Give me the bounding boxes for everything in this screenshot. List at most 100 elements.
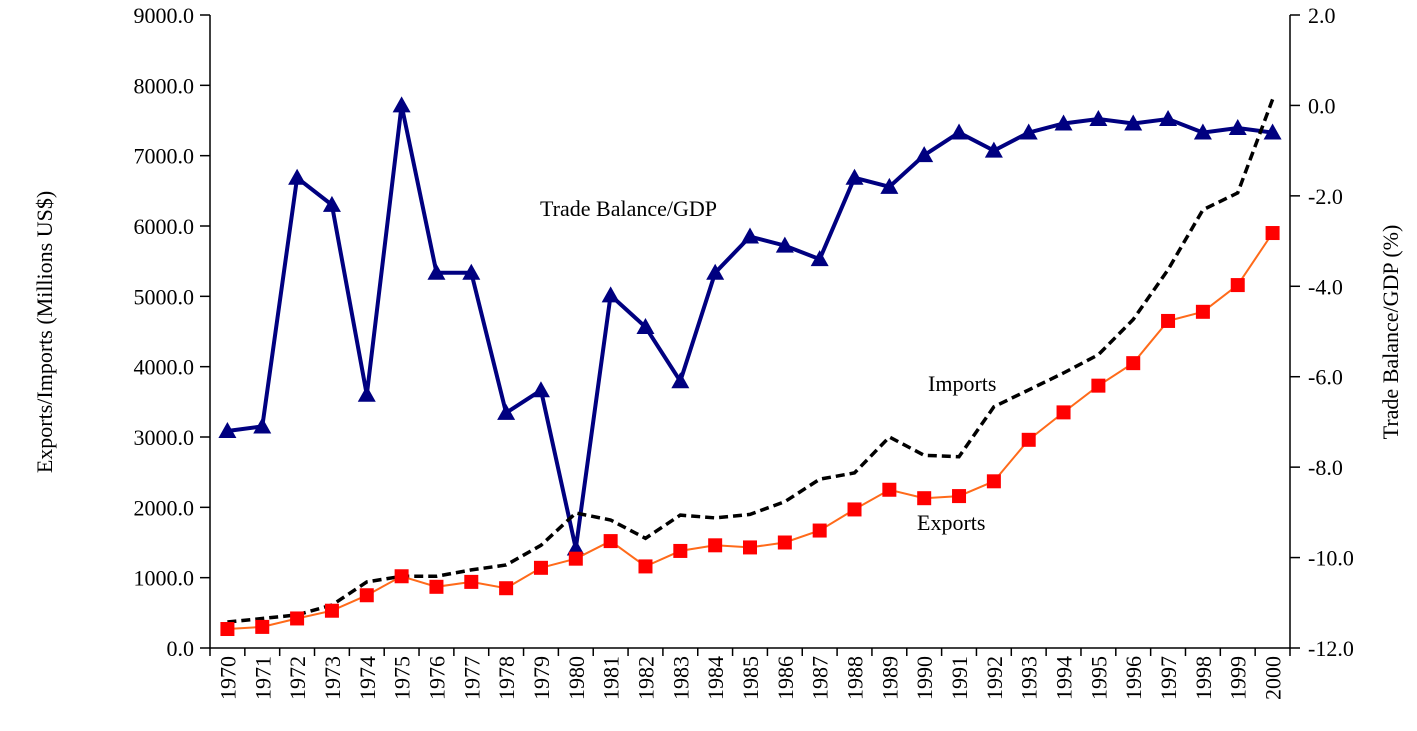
triangle-marker [845, 168, 864, 185]
triangle-marker [357, 385, 376, 402]
square-marker [882, 482, 897, 497]
triangle-marker [253, 417, 272, 434]
triangle-marker [741, 227, 759, 244]
y2-tick-label: -12.0 [1308, 636, 1354, 661]
square-marker [777, 535, 792, 550]
square-marker [429, 579, 444, 594]
square-marker [1195, 304, 1210, 319]
square-marker [290, 611, 305, 626]
triangle-marker [810, 250, 829, 267]
x-tick-label: 1981 [599, 656, 624, 700]
square-marker [1021, 432, 1036, 447]
x-tick-label: 2000 [1261, 656, 1286, 700]
x-tick-label: 1993 [1017, 656, 1042, 700]
square-marker [220, 622, 235, 637]
triangle-marker [984, 141, 1003, 158]
x-tick-label: 1980 [564, 656, 589, 700]
y2-tick-label: 2.0 [1308, 3, 1336, 28]
triangle-marker [601, 286, 620, 303]
square-marker [638, 559, 653, 574]
x-tick-label: 1997 [1156, 656, 1181, 700]
x-tick-label: 1976 [424, 656, 449, 700]
square-marker [255, 619, 270, 634]
y-axis-label: Exports/Imports (Millions US$) [32, 191, 57, 473]
x-tick-label: 1996 [1121, 656, 1146, 700]
y-tick-label: 9000.0 [134, 3, 195, 28]
triangle-marker [566, 539, 585, 556]
x-tick-label: 1979 [529, 656, 554, 700]
triangle-marker [1263, 123, 1282, 140]
square-marker [464, 574, 479, 589]
square-marker [917, 491, 932, 506]
square-marker [1056, 405, 1071, 420]
x-tick-label: 1985 [738, 656, 763, 700]
x-tick-label: 1972 [285, 656, 310, 700]
series-annotation: Exports [917, 510, 985, 535]
triangle-marker [1193, 123, 1212, 140]
triangle-marker [1159, 109, 1178, 126]
y2-tick-label: -2.0 [1308, 184, 1343, 209]
square-marker [603, 534, 618, 549]
square-marker [986, 474, 1001, 489]
square-marker [394, 569, 409, 584]
square-marker [743, 540, 757, 555]
triangle-marker [322, 195, 341, 212]
x-tick-label: 1970 [215, 656, 240, 700]
y-tick-label: 7000.0 [134, 144, 195, 169]
x-tick-label: 1990 [912, 656, 937, 700]
triangle-marker [497, 403, 516, 420]
square-marker [673, 543, 688, 558]
y2-tick-label: -8.0 [1308, 455, 1343, 480]
x-tick-label: 1991 [947, 656, 972, 700]
y-tick-label: 4000.0 [134, 355, 195, 380]
series-annotation: Trade Balance/GDP [540, 196, 717, 221]
square-marker [324, 603, 339, 618]
x-tick-label: 1973 [320, 656, 345, 700]
square-marker [359, 588, 374, 603]
x-tick-label: 1978 [494, 656, 519, 700]
y2-tick-label: -6.0 [1308, 365, 1343, 390]
triangle-marker [427, 263, 446, 280]
y-tick-label: 2000.0 [134, 495, 195, 520]
triangle-marker [775, 236, 794, 253]
triangle-marker [1019, 123, 1038, 140]
x-tick-label: 1974 [355, 656, 380, 700]
square-marker [1126, 356, 1141, 371]
triangle-marker [1228, 119, 1247, 136]
y-tick-label: 1000.0 [134, 566, 195, 591]
triangle-marker [462, 263, 481, 280]
x-tick-label: 1998 [1191, 656, 1216, 700]
square-marker [812, 523, 827, 538]
x-tick-label: 1995 [1086, 656, 1111, 700]
square-marker [533, 560, 548, 575]
y2-axis-label: Trade Balance/GDP (%) [1378, 225, 1403, 440]
x-tick-label: 1987 [808, 656, 833, 700]
x-tick-label: 1986 [773, 656, 798, 700]
triangle-marker [915, 146, 934, 163]
x-tick-label: 1992 [982, 656, 1007, 700]
x-tick-label: 1999 [1226, 656, 1251, 700]
series-annotation: Imports [928, 371, 996, 396]
x-tick-label: 1983 [668, 656, 693, 700]
triangle-marker [218, 421, 237, 438]
square-marker [847, 502, 862, 517]
square-marker [952, 489, 967, 504]
triangle-marker [1054, 114, 1073, 131]
y2-tick-label: -10.0 [1308, 546, 1354, 571]
triangle-marker [1124, 114, 1143, 131]
triangle-marker [288, 168, 307, 185]
y-tick-label: 8000.0 [134, 73, 195, 98]
y2-tick-label: 0.0 [1308, 93, 1336, 118]
y-tick-label: 0.0 [167, 636, 195, 661]
square-marker [1230, 278, 1245, 293]
triangle-marker [392, 96, 411, 113]
x-tick-label: 1984 [703, 656, 728, 700]
x-tick-label: 1977 [459, 656, 484, 700]
y-tick-label: 3000.0 [134, 425, 195, 450]
triangle-marker [1089, 109, 1108, 126]
square-marker [1091, 378, 1106, 393]
square-marker [1265, 226, 1280, 241]
triangle-marker [706, 263, 725, 280]
square-marker [1161, 313, 1176, 328]
